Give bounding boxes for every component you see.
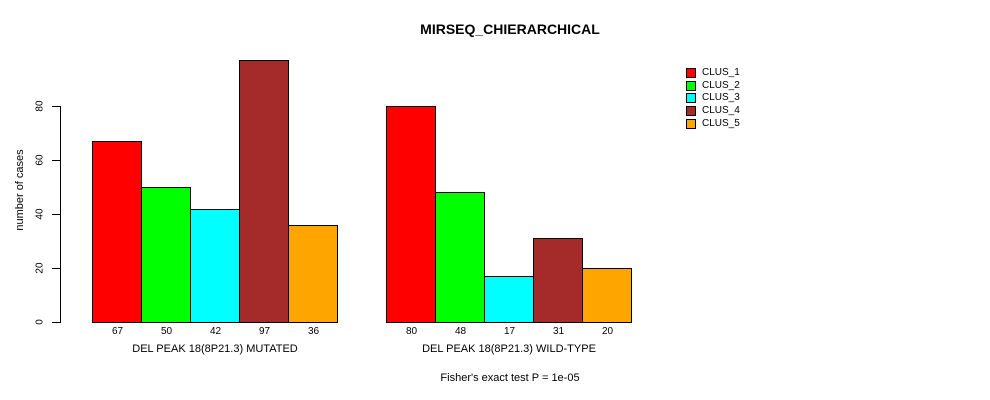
y-axis-line [60,106,61,323]
chart-title: MIRSEQ_CHIERARCHICAL [420,21,600,37]
bar-clus_4-group2 [533,238,583,323]
y-axis-tick-label: 60 [34,154,46,166]
legend-label-clus_4: CLUS_4 [702,105,740,117]
bar-value-label: 48 [454,326,467,337]
bar-value-label: 36 [307,326,320,337]
y-axis-tick [52,268,60,269]
group-axis-label: DEL PEAK 18(8P21.3) MUTATED [132,343,298,355]
clus_2-legend-swatch [686,80,696,91]
y-axis-tick-label: 20 [34,262,46,274]
group-axis-label: DEL PEAK 18(8P21.3) WILD-TYPE [422,343,596,355]
y-axis-tick-label: 0 [34,319,46,325]
bar-clus_1-group1 [92,141,142,323]
bar-clus_2-group2 [435,192,485,323]
fisher-test-annotation: Fisher's exact test P = 1e-05 [440,372,580,384]
bar-value-label: 50 [160,326,173,337]
y-axis-tick-label: 40 [34,208,46,220]
y-axis-tick [52,106,60,107]
y-axis-title: number of cases [14,149,26,231]
bar-clus_2-group1 [141,187,191,323]
bar-clus_1-group2 [386,106,436,323]
bar-value-label: 17 [503,326,516,337]
bar-clus_3-group1 [190,209,240,323]
clus_5-legend-swatch [686,118,696,129]
legend-label-clus_1: CLUS_1 [702,67,740,78]
y-axis-tick-label: 80 [34,100,46,112]
legend-label-clus_5: CLUS_5 [702,117,740,129]
legend-label-clus_3: CLUS_3 [702,92,740,104]
clus_1-legend-swatch [686,68,696,78]
bar-value-label: 42 [209,326,222,337]
bar-clus_4-group1 [239,60,289,323]
bar-value-label: 97 [258,326,271,337]
bar-clus_5-group2 [582,268,632,323]
bar-value-label: 67 [111,326,124,337]
clus_3-legend-swatch [686,93,696,104]
bar-value-label: 80 [405,326,418,337]
y-axis-tick [52,214,60,215]
legend-label-clus_2: CLUS_2 [702,79,740,91]
bar-value-label: 20 [601,326,614,337]
y-axis-tick [52,322,60,323]
bar-value-label: 31 [552,326,565,337]
y-axis-tick [52,160,60,161]
bar-clus_5-group1 [288,225,338,323]
clus_4-legend-swatch [686,106,696,117]
bar-clus_3-group2 [484,276,534,323]
